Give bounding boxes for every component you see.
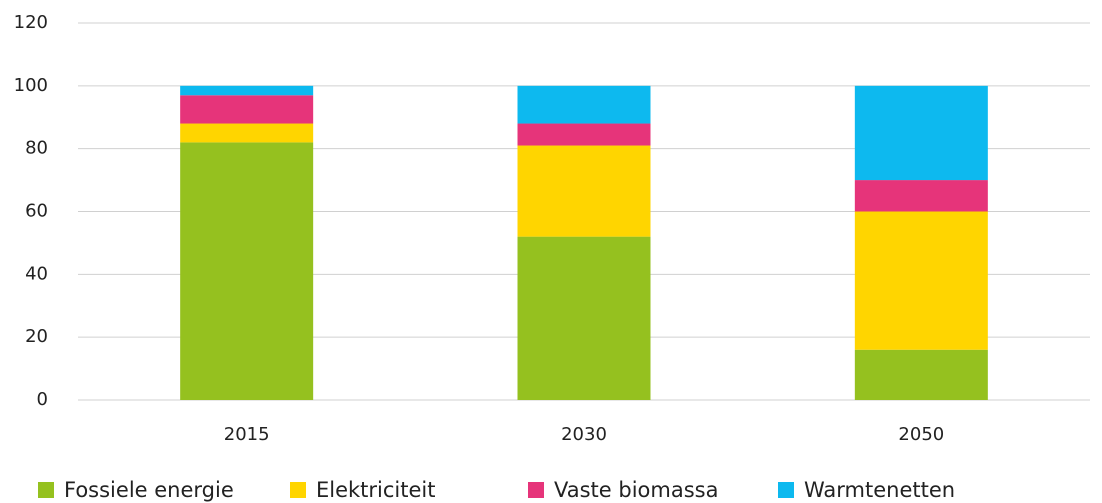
y-tick-label: 120 (14, 12, 48, 33)
y-tick-label: 60 (25, 201, 48, 222)
x-tick-label: 2030 (561, 424, 607, 445)
legend-label: Warmtenetten (804, 478, 955, 502)
legend-label: Vaste biomassa (554, 478, 718, 502)
bar-segment (180, 95, 314, 124)
y-tick-label: 40 (25, 263, 48, 284)
legend-swatch (290, 482, 306, 498)
y-tick-label: 20 (25, 326, 48, 347)
legend-label: Elektriciteit (316, 478, 436, 502)
bar-segment (517, 145, 651, 237)
x-tick-label: 2015 (224, 424, 270, 445)
bar-segment (854, 211, 988, 350)
bar-segment (854, 85, 988, 181)
legend-swatch (778, 482, 794, 498)
y-tick-label: 0 (37, 389, 48, 410)
bar-segment (854, 349, 988, 400)
bar-segment (517, 85, 651, 124)
bar-segment (517, 236, 651, 400)
legend-swatch (38, 482, 54, 498)
bar-segment (180, 123, 314, 143)
legend-swatch (528, 482, 544, 498)
bar-segment (180, 142, 314, 400)
bar-segment (180, 85, 314, 96)
legend-label: Fossiele energie (64, 478, 234, 502)
x-tick-label: 2050 (898, 424, 944, 445)
bar-segment (517, 123, 651, 146)
y-tick-label: 80 (25, 138, 48, 159)
y-tick-label: 100 (14, 75, 48, 96)
bar-segment (854, 180, 988, 212)
